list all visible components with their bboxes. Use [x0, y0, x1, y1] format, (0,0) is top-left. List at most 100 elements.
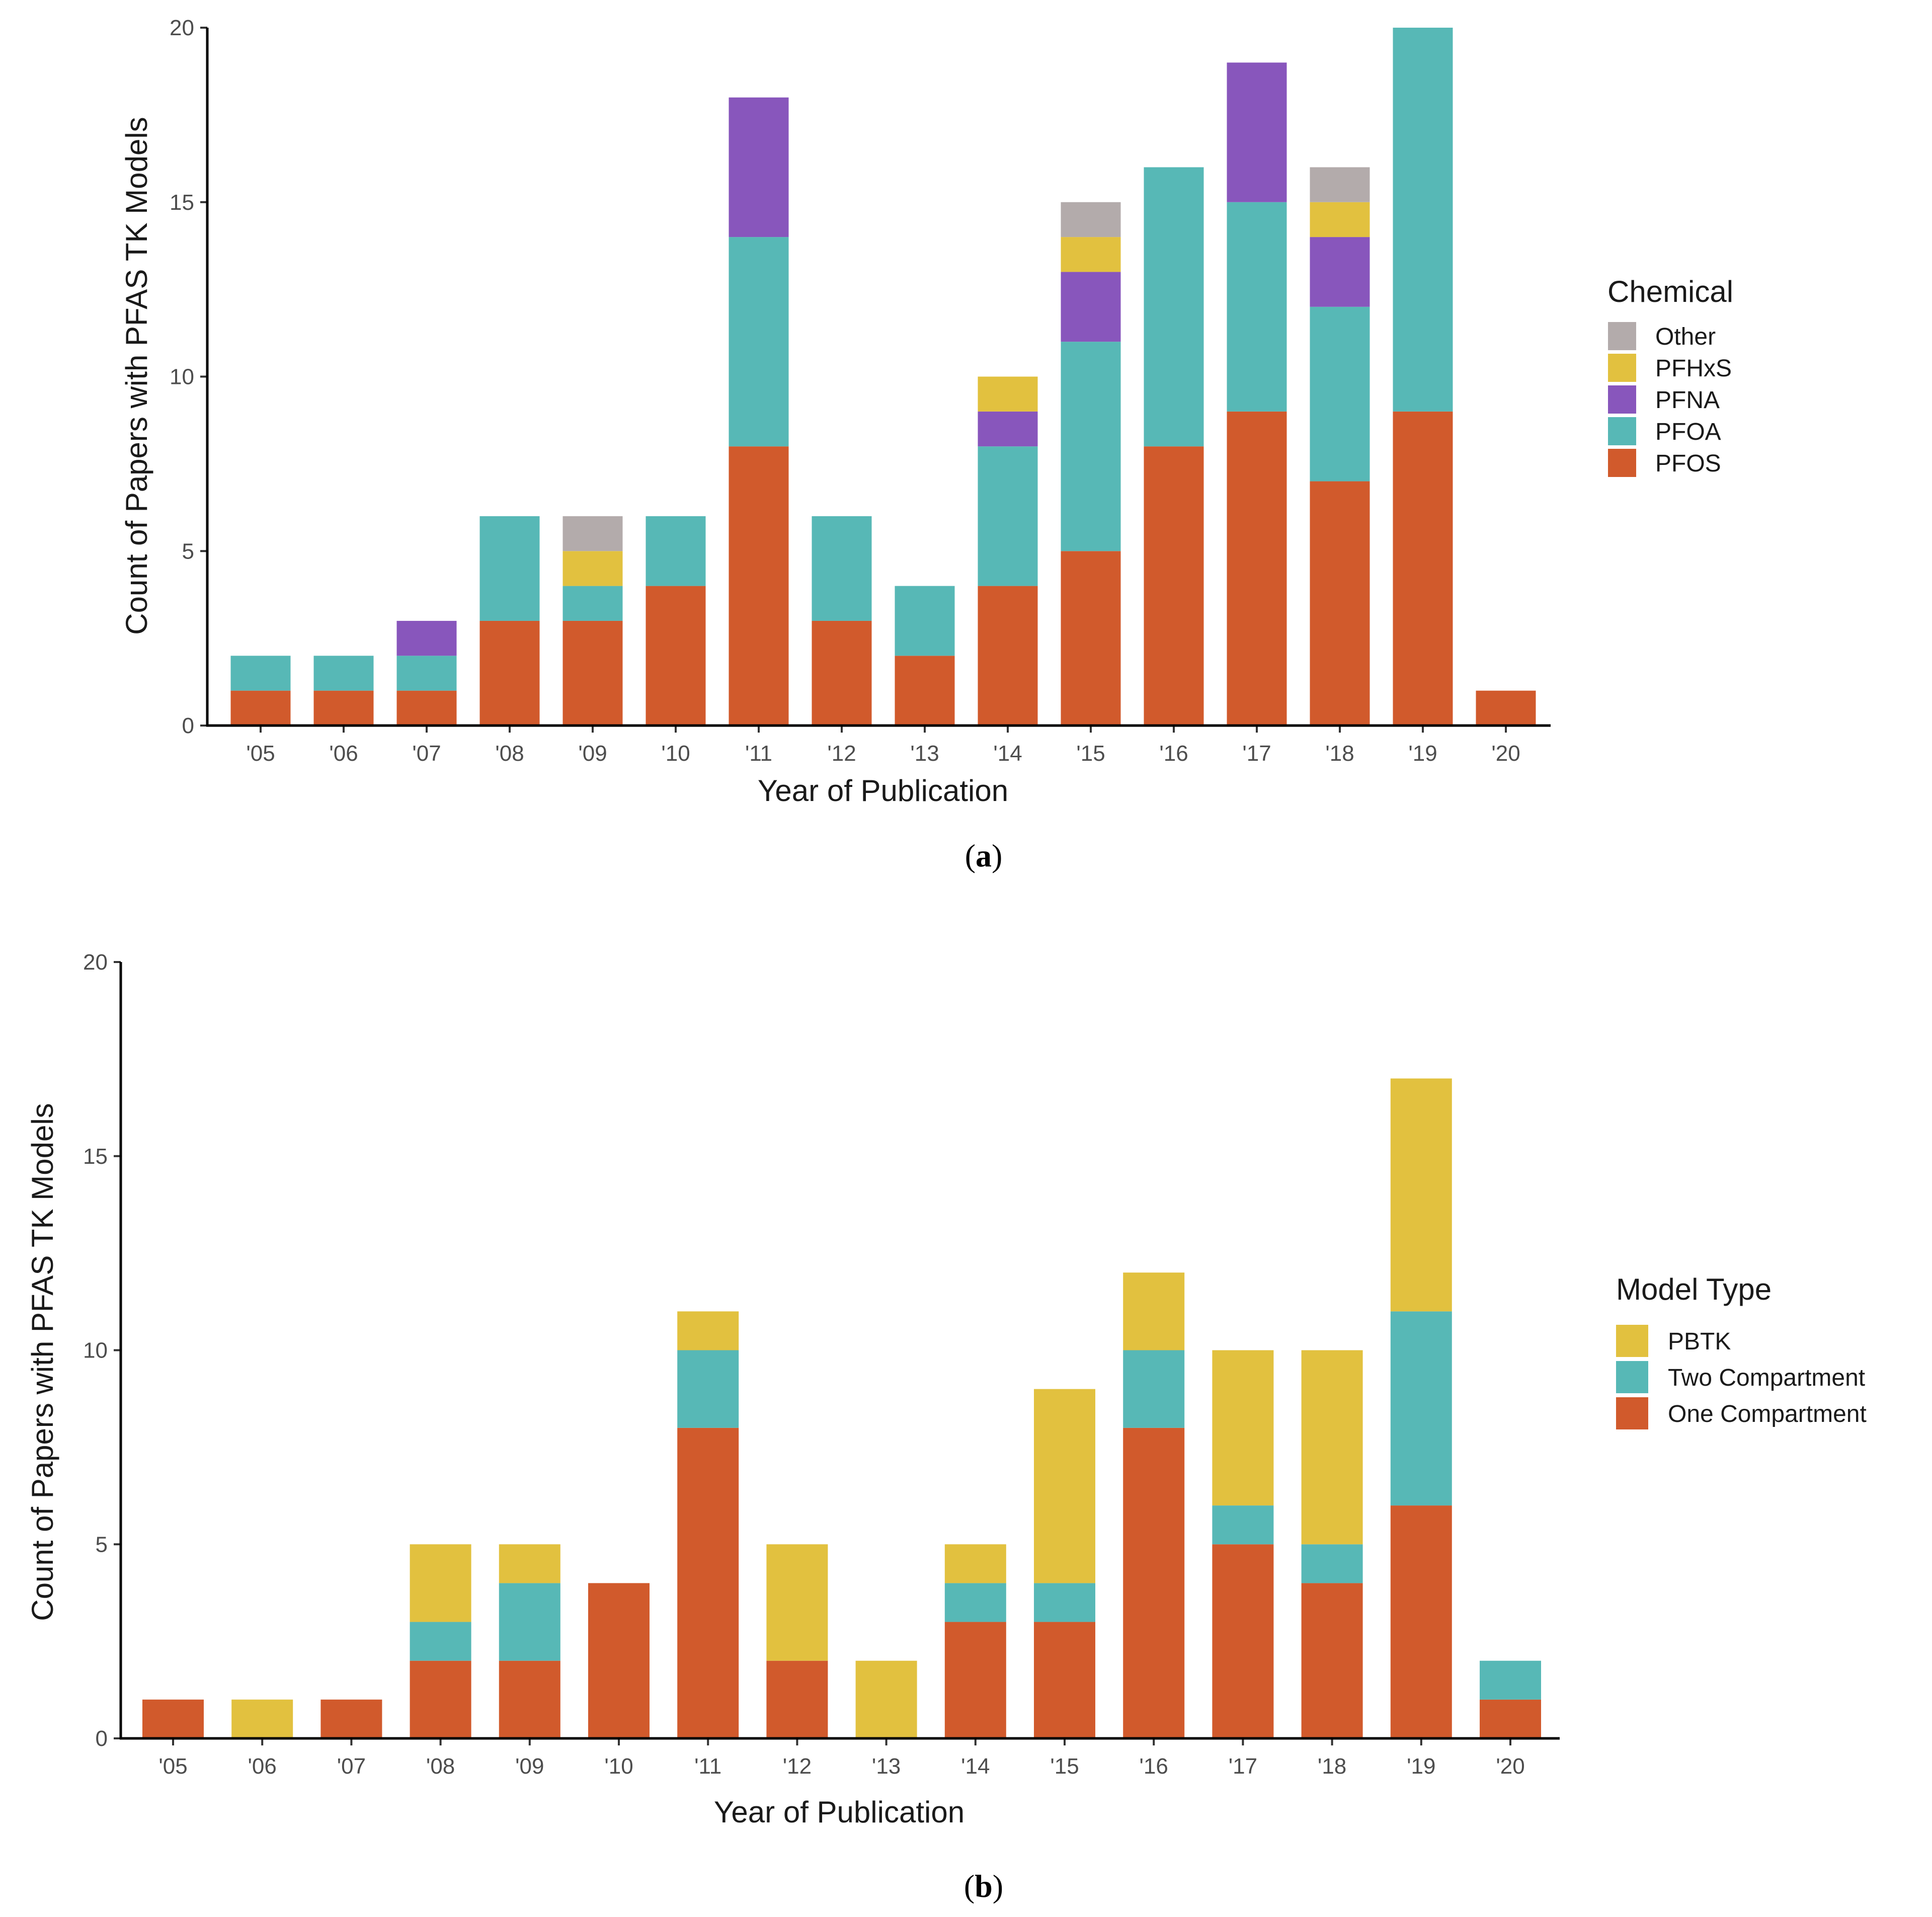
x-tick-label: '13: [910, 741, 939, 766]
y-tick-label: 5: [182, 539, 194, 564]
bar-pfoa-08: [479, 516, 540, 621]
x-tick-label: '07: [337, 1754, 366, 1779]
bar-two-compartment-15: [1034, 1583, 1095, 1622]
x-tick-label: '07: [412, 741, 441, 766]
panel-label-b: b: [975, 1868, 993, 1904]
bar-pbtk-13: [855, 1660, 917, 1738]
bar-pbtk-11: [677, 1311, 739, 1350]
bar-pfos-08: [479, 620, 540, 726]
bar-one-compartment-10: [588, 1583, 650, 1738]
legend-swatch-pfos: [1608, 449, 1636, 477]
bar-two-compartment-09: [499, 1583, 560, 1661]
y-tick-label: 0: [96, 1726, 108, 1751]
bar-pfoa-07: [396, 656, 457, 691]
bar-pbtk-17: [1212, 1350, 1274, 1506]
legend-swatch-other: [1608, 322, 1636, 350]
x-tick-label: '10: [661, 741, 690, 766]
bar-pfoa-09: [562, 586, 623, 621]
bar-pfoa-12: [812, 516, 872, 621]
bar-one-compartment-12: [766, 1660, 828, 1738]
bar-pfna-18: [1310, 237, 1370, 307]
x-tick-label: '15: [1050, 1754, 1079, 1779]
bar-two-compartment-11: [677, 1350, 739, 1428]
bar-pfos-06: [313, 690, 374, 726]
legend-label-other: Other: [1655, 324, 1716, 350]
bar-pfoa-15: [1061, 342, 1121, 551]
bar-pbtk-15: [1034, 1389, 1095, 1583]
y-tick-label: 5: [96, 1532, 108, 1557]
bar-pbtk-19: [1390, 1078, 1452, 1312]
x-tick-label: '09: [515, 1754, 544, 1779]
bar-other-15: [1061, 202, 1121, 237]
bar-pfoa-05: [230, 656, 291, 691]
bar-pfos-07: [396, 690, 457, 726]
bar-pfos-12: [812, 620, 872, 726]
x-tick-label: '19: [1408, 741, 1437, 766]
bar-pbtk-09: [499, 1544, 560, 1583]
y-tick-label: 20: [170, 16, 194, 40]
bar-pbtk-14: [944, 1544, 1006, 1583]
bar-one-compartment-15: [1034, 1622, 1095, 1738]
bar-pfos-18: [1310, 481, 1370, 726]
bar-two-compartment-18: [1301, 1544, 1363, 1583]
bar-pbtk-06: [231, 1699, 293, 1738]
legend-swatch-one-compartment: [1616, 1397, 1648, 1429]
x-tick-label: '17: [1229, 1754, 1257, 1779]
bar-pfna-14: [978, 411, 1038, 447]
bar-one-compartment-19: [1390, 1505, 1452, 1738]
legend-a: Other PFHxS PFNA PFOA PFOS: [1608, 322, 1732, 477]
x-tick-label: '16: [1140, 1754, 1168, 1779]
bar-pfos-16: [1144, 446, 1204, 726]
legend-label-one-compartment: One Compartment: [1668, 1401, 1867, 1427]
x-tick-label: '15: [1076, 741, 1105, 766]
bar-pfos-20: [1476, 690, 1536, 726]
legend-swatch-two-compartment: [1616, 1361, 1648, 1393]
y-tick-label: 20: [83, 950, 108, 975]
legend-label-pfos: PFOS: [1655, 450, 1721, 477]
bar-pbtk-12: [766, 1544, 828, 1661]
bar-pfoa-16: [1144, 167, 1204, 447]
panel-label-a: a: [976, 838, 992, 873]
legend-b: PBTK Two Compartment One Compartment: [1616, 1325, 1867, 1429]
bar-one-compartment-08: [410, 1660, 471, 1738]
y-axis-title-a-text: Count of Papers with PFAS TK Models: [120, 117, 153, 634]
legend-title-a: Chemical: [1607, 275, 1733, 308]
x-tick-label: '20: [1496, 1754, 1524, 1779]
legend-label-two-compartment: Two Compartment: [1668, 1365, 1865, 1391]
bar-pfoa-06: [313, 656, 374, 691]
y-tick-label: 15: [170, 190, 194, 215]
bar-pfhxs-18: [1310, 202, 1370, 237]
bar-two-compartment-16: [1123, 1350, 1185, 1428]
x-tick-label: '06: [329, 741, 358, 766]
x-tick-label: '08: [426, 1754, 455, 1779]
legend-swatch-pfna: [1608, 385, 1636, 414]
x-tick-label: '13: [872, 1754, 901, 1779]
bar-pfos-14: [978, 586, 1038, 726]
bar-pfos-13: [895, 656, 955, 726]
bar-pfoa-19: [1393, 28, 1453, 412]
bar-pfhxs-09: [562, 551, 623, 586]
x-axis-title-a: Year of Publication: [758, 774, 1008, 808]
bar-pfos-11: [729, 446, 789, 726]
x-tick-label: '16: [1159, 741, 1188, 766]
bar-pfoa-13: [895, 586, 955, 656]
x-tick-label: '08: [495, 741, 524, 766]
chart-panel-a: Count of Papers with PFAS TK Models Year…: [120, 16, 1733, 873]
y-tick-label: 10: [83, 1338, 108, 1363]
bar-pfos-17: [1227, 411, 1287, 726]
bar-two-compartment-19: [1390, 1311, 1452, 1506]
x-tick-label: '17: [1242, 741, 1271, 766]
x-tick-label: '09: [578, 741, 607, 766]
axes-b: '05 '06 '07 '08 '09 '10 '11 '12 '13 '14 '15 '16 '17 '…: [83, 950, 1560, 1779]
bar-other-09: [562, 516, 623, 551]
x-tick-label: '14: [961, 1754, 990, 1779]
bar-two-compartment-08: [410, 1622, 471, 1661]
x-tick-label: '11: [694, 1754, 721, 1779]
bar-pfoa-18: [1310, 306, 1370, 482]
axes-a: '05 '06 '07 '08 '09 '10 '11 '12 '13 '14 '15 '16 '17 '…: [170, 16, 1551, 766]
y-tick-label: 10: [170, 365, 194, 389]
bar-two-compartment-17: [1212, 1505, 1274, 1545]
bar-one-compartment-16: [1123, 1427, 1185, 1738]
legend-label-pfhxs: PFHxS: [1655, 355, 1732, 382]
